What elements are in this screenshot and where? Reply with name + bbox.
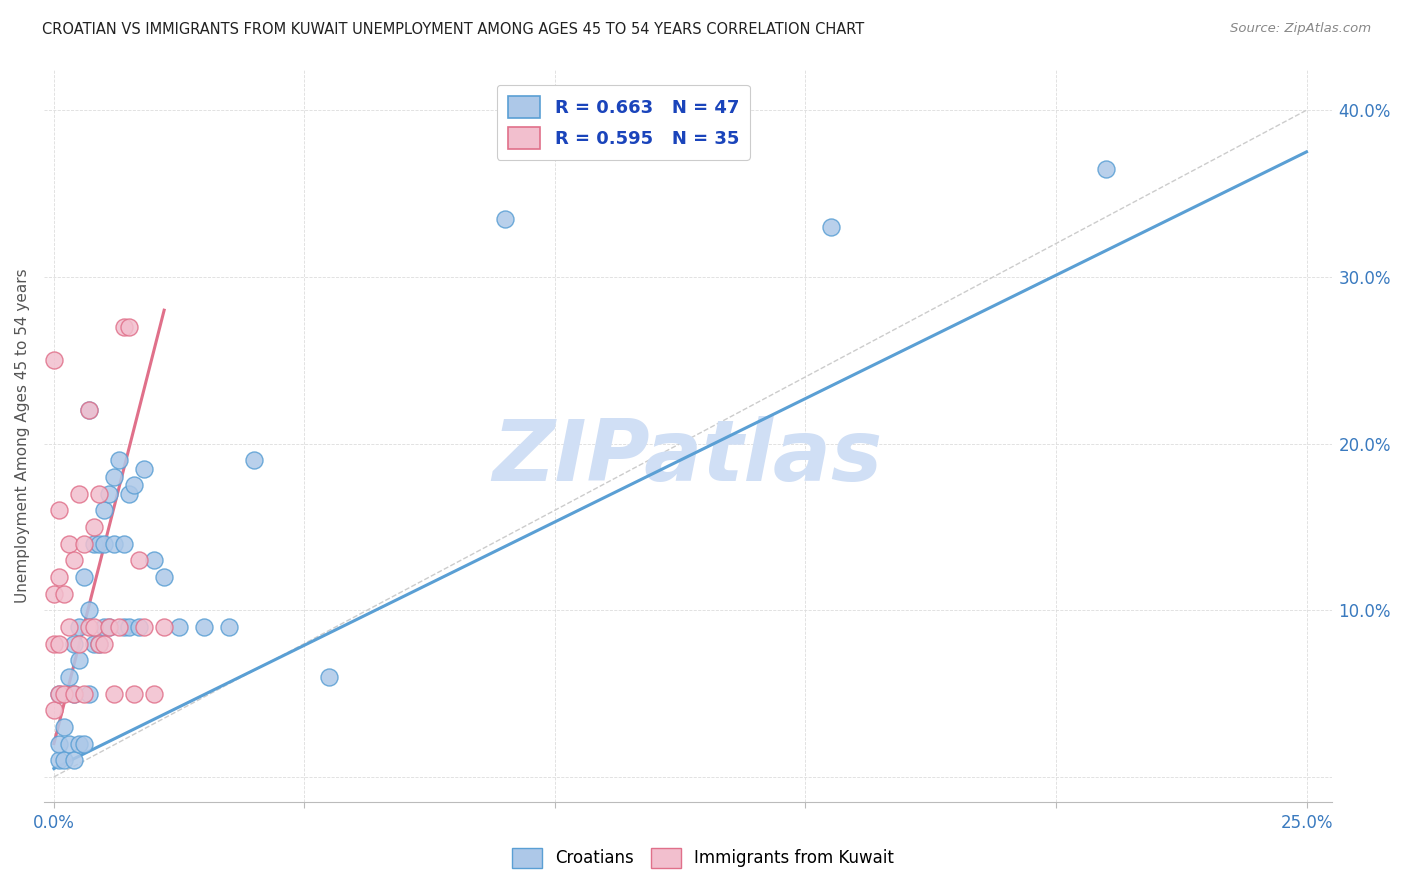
Point (67, 636, 90, 650)
Point (128, 553, 150, 567)
Point (218, 620, 240, 634)
Point (118, 620, 141, 634)
Point (63, 553, 86, 567)
Point (73, 687, 96, 701)
Point (58, 620, 80, 634)
Point (77, 403, 100, 417)
Point (193, 620, 215, 634)
Point (58, 670, 80, 684)
Point (52, 586, 75, 600)
Text: CROATIAN VS IMMIGRANTS FROM KUWAIT UNEMPLOYMENT AMONG AGES 45 TO 54 YEARS CORREL: CROATIAN VS IMMIGRANTS FROM KUWAIT UNEMP… (42, 22, 865, 37)
Point (58, 737, 80, 751)
Point (98, 486, 121, 500)
Point (132, 461, 155, 475)
Point (52, 687, 75, 701)
Point (67, 653, 90, 667)
Point (143, 553, 166, 567)
Point (132, 620, 155, 634)
Point (87, 486, 110, 500)
Point (318, 670, 340, 684)
Point (73, 536, 96, 550)
Point (103, 470, 125, 484)
Text: ZIPatlas: ZIPatlas (492, 416, 883, 499)
Point (93, 536, 115, 550)
Point (67, 486, 90, 500)
Point (167, 620, 190, 634)
Point (98, 620, 121, 634)
Point (108, 620, 131, 634)
Point (93, 636, 115, 650)
Point (48, 753, 70, 767)
Point (83, 636, 105, 650)
Point (118, 486, 141, 500)
Point (63, 753, 86, 767)
Point (63, 687, 86, 701)
Text: Source: ZipAtlas.com: Source: ZipAtlas.com (1230, 22, 1371, 36)
Point (103, 687, 125, 701)
Point (108, 453, 131, 467)
Point (143, 687, 166, 701)
Point (52, 753, 75, 767)
Point (48, 503, 70, 517)
Point (42, 353, 65, 368)
Point (153, 620, 176, 634)
Point (77, 403, 100, 417)
Point (122, 687, 145, 701)
Point (83, 620, 105, 634)
Point (48, 570, 70, 584)
Point (42, 636, 65, 650)
Point (48, 687, 70, 701)
Point (820, 219, 842, 234)
Point (42, 703, 65, 717)
Point (83, 520, 105, 534)
Point (1095, 161, 1118, 176)
Point (67, 620, 90, 634)
Point (52, 720, 75, 734)
Point (93, 503, 115, 517)
Legend: R = 0.663   N = 47, R = 0.595   N = 35: R = 0.663 N = 47, R = 0.595 N = 35 (496, 85, 749, 160)
Point (48, 687, 70, 701)
Point (42, 586, 65, 600)
Point (48, 636, 70, 650)
Point (112, 319, 135, 334)
Y-axis label: Unemployment Among Ages 45 to 54 years: Unemployment Among Ages 45 to 54 years (15, 268, 30, 602)
Point (48, 737, 70, 751)
Point (494, 211, 516, 226)
Point (98, 620, 121, 634)
Point (77, 620, 100, 634)
Point (122, 478, 145, 492)
Point (118, 319, 141, 334)
Point (77, 687, 100, 701)
Point (112, 620, 135, 634)
Point (58, 536, 80, 550)
Point (112, 536, 135, 550)
Point (128, 620, 150, 634)
Point (87, 636, 110, 650)
Point (83, 536, 105, 550)
Point (77, 603, 100, 617)
Point (87, 536, 110, 550)
Point (73, 570, 96, 584)
Point (153, 570, 176, 584)
Point (73, 737, 96, 751)
Point (63, 636, 86, 650)
Legend: Croatians, Immigrants from Kuwait: Croatians, Immigrants from Kuwait (505, 841, 901, 875)
Point (93, 620, 115, 634)
Point (103, 536, 125, 550)
Point (63, 687, 86, 701)
Point (67, 737, 90, 751)
Point (87, 636, 110, 650)
Point (243, 453, 266, 467)
